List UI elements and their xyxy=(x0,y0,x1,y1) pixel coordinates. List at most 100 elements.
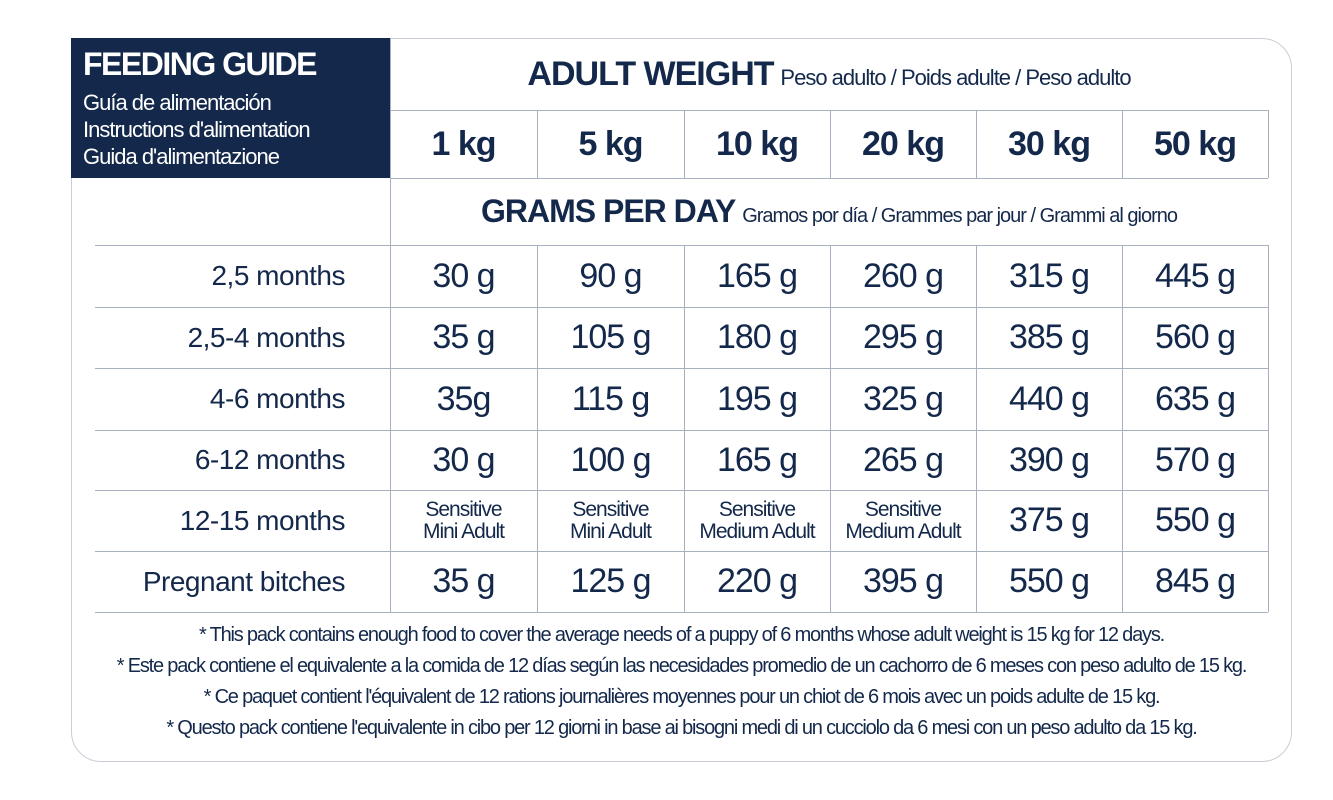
table-cell: 30 g xyxy=(390,245,537,307)
grid-line xyxy=(1122,245,1123,612)
cell-value: 550 g xyxy=(1008,562,1090,600)
title: FEEDING GUIDE xyxy=(83,46,317,82)
table-cell: 165 g xyxy=(684,245,830,307)
grid-line xyxy=(1268,110,1269,178)
table-cell: 100 g xyxy=(537,430,684,490)
weight-header: 50 kg xyxy=(1122,110,1268,178)
grid-line xyxy=(537,110,538,178)
weight-label: 1 kg xyxy=(431,124,496,163)
cell-value: 115 g xyxy=(571,379,651,418)
table-cell: 550 g xyxy=(976,551,1122,612)
weight-header: 10 kg xyxy=(684,110,830,178)
table-cell: 125 g xyxy=(537,551,684,612)
table-cell: Sensitive Mini Adult xyxy=(537,490,684,551)
cell-value: 30 g xyxy=(432,256,495,295)
table-cell: 390 g xyxy=(976,430,1122,490)
grid-line xyxy=(537,245,538,612)
cell-value: 445 g xyxy=(1154,256,1236,295)
table-cell: 90 g xyxy=(537,245,684,307)
cell-value: Sensitive Medium Adult xyxy=(699,497,815,543)
cell-value: 385 g xyxy=(1008,318,1090,356)
cell-value: 550 g xyxy=(1154,501,1236,539)
grid-line xyxy=(95,612,1268,613)
cell-value: 195 g xyxy=(716,379,798,418)
cell-value: 295 g xyxy=(862,318,944,356)
row-label: 2,5 months xyxy=(211,260,345,291)
table-cell: 570 g xyxy=(1122,430,1268,490)
cell-value: 315 g xyxy=(1008,256,1090,295)
row-label: 6-12 months xyxy=(194,444,346,475)
title-box: FEEDING GUIDE Guía de alimentación Instr… xyxy=(71,38,390,178)
cell-value: 265 g xyxy=(862,440,944,479)
table-cell: 315 g xyxy=(976,245,1122,307)
cell-value: 220 g xyxy=(716,562,798,600)
weight-label: 20 kg xyxy=(862,124,945,163)
grid-line xyxy=(1268,245,1269,612)
cell-value: 35 g xyxy=(432,318,495,356)
cell-value: Sensitive Mini Adult xyxy=(569,497,652,543)
table-cell: Sensitive Medium Adult xyxy=(684,490,830,551)
adult-weight-label: ADULT WEIGHT xyxy=(527,54,774,93)
subtitle-it: Guida d'alimentazione xyxy=(83,144,280,169)
table-cell: 295 g xyxy=(830,307,976,368)
grid-line xyxy=(390,38,391,612)
cell-value: 390 g xyxy=(1008,440,1090,479)
table-cell: 105 g xyxy=(537,307,684,368)
cell-value: 35 g xyxy=(432,562,495,600)
table-cell: 165 g xyxy=(684,430,830,490)
footnote: * Este pack contiene el equivalente a la… xyxy=(116,655,1248,677)
cell-value: Sensitive Mini Adult xyxy=(422,497,505,543)
grid-line xyxy=(830,110,831,178)
adult-weight-translations: Peso adulto / Poids adulte / Peso adulto xyxy=(780,64,1131,90)
table-cell: 35 g xyxy=(390,551,537,612)
cell-value: 35g xyxy=(436,379,492,418)
table-cell: 635 g xyxy=(1122,368,1268,430)
grid-line xyxy=(684,110,685,178)
grid-line xyxy=(976,110,977,178)
grams-per-day-translations: Gramos por día / Grammes par jour / Gram… xyxy=(742,205,1178,227)
grid-line xyxy=(95,430,1268,431)
table-cell: 260 g xyxy=(830,245,976,307)
grams-per-day-header: GRAMS PER DAY Gramos por día / Grammes p… xyxy=(390,178,1268,245)
subtitle-fr: Instructions d'alimentation xyxy=(83,117,311,142)
weight-label: 5 kg xyxy=(578,124,643,163)
table-cell: 375 g xyxy=(976,490,1122,551)
cell-value: 105 g xyxy=(570,318,651,356)
table-cell: 440 g xyxy=(976,368,1122,430)
cell-value: Sensitive Medium Adult xyxy=(845,497,961,543)
grid-line xyxy=(95,307,1268,308)
footnote: * This pack contains enough food to cove… xyxy=(199,624,1165,646)
grid-line xyxy=(1122,110,1123,178)
cell-value: 165 g xyxy=(716,440,798,479)
weight-header: 30 kg xyxy=(976,110,1122,178)
grams-per-day-label: GRAMS PER DAY xyxy=(480,193,736,229)
cell-value: 90 g xyxy=(579,256,642,295)
row-label: 4-6 months xyxy=(209,383,346,414)
grid-line xyxy=(830,245,831,612)
table-cell: 395 g xyxy=(830,551,976,612)
table-cell: 550 g xyxy=(1122,490,1268,551)
weight-header: 1 kg xyxy=(390,110,537,178)
subtitle-es: Guía de alimentación xyxy=(83,90,272,115)
table-cell: 35g xyxy=(390,368,537,430)
cell-value: 100 g xyxy=(570,440,651,479)
cell-value: 165 g xyxy=(716,256,798,295)
grid-line xyxy=(684,245,685,612)
table-cell: 845 g xyxy=(1122,551,1268,612)
row-label: Pregnant bitches xyxy=(142,565,346,597)
cell-value: 635 g xyxy=(1154,379,1236,418)
table-cell: 180 g xyxy=(684,307,830,368)
grid-line xyxy=(976,245,977,612)
table-cell: 560 g xyxy=(1122,307,1268,368)
cell-value: 325 g xyxy=(862,379,944,418)
weight-header: 20 kg xyxy=(830,110,976,178)
grid-line xyxy=(95,490,1268,491)
cell-value: 845 g xyxy=(1154,562,1236,600)
cell-value: 375 g xyxy=(1008,501,1090,539)
cell-value: 395 g xyxy=(862,562,944,600)
table-cell: 35 g xyxy=(390,307,537,368)
grid-line xyxy=(390,178,1268,179)
cell-value: 125 g xyxy=(570,562,651,600)
table-cell: 265 g xyxy=(830,430,976,490)
table-cell: 30 g xyxy=(390,430,537,490)
